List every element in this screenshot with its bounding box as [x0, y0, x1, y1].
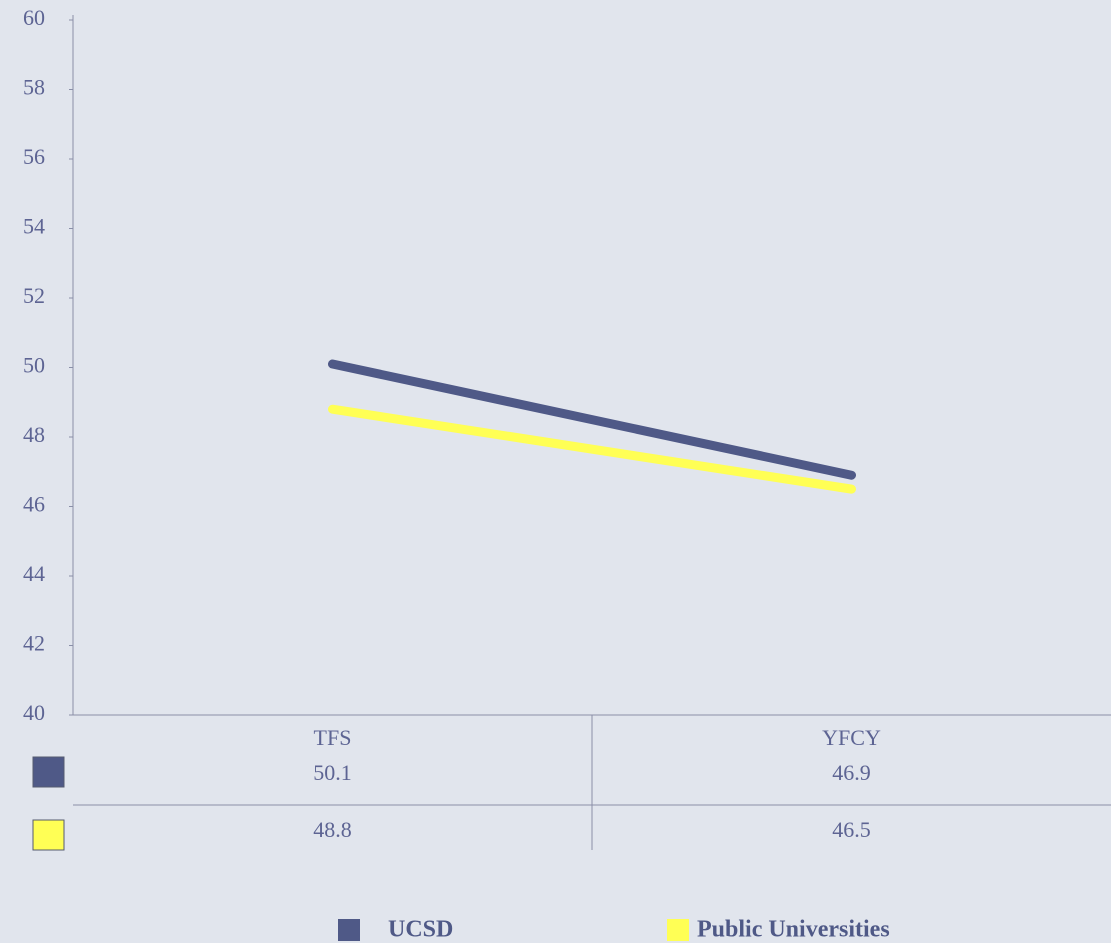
table-value: 46.5: [832, 817, 871, 842]
series-line: [328, 404, 856, 494]
x-tick-label: TFS: [314, 725, 352, 750]
table-value: 50.1: [313, 760, 352, 785]
table-value: 48.8: [313, 817, 352, 842]
y-tick-label: 40: [23, 700, 45, 725]
legend-swatch: [667, 919, 689, 941]
table-value: 46.9: [832, 760, 871, 785]
y-tick-label: 44: [23, 561, 45, 586]
y-tick-label: 46: [23, 492, 45, 517]
y-tick-label: 42: [23, 631, 45, 656]
y-tick-label: 52: [23, 283, 45, 308]
legend-label: UCSD: [388, 917, 453, 943]
y-tick-label: 56: [23, 144, 45, 169]
y-tick-label: 48: [23, 422, 45, 447]
y-tick-label: 50: [23, 353, 45, 378]
legend-swatch: [338, 919, 360, 941]
table-legend-key: [32, 819, 65, 851]
y-tick-label: 60: [23, 5, 45, 30]
legend-label: Public Universities: [697, 917, 890, 943]
y-tick-label: 58: [23, 75, 45, 100]
x-tick-label: YFCY: [822, 725, 881, 750]
y-tick-label: 54: [23, 214, 45, 239]
series-line: [328, 359, 856, 480]
table-legend-key: [32, 756, 65, 788]
